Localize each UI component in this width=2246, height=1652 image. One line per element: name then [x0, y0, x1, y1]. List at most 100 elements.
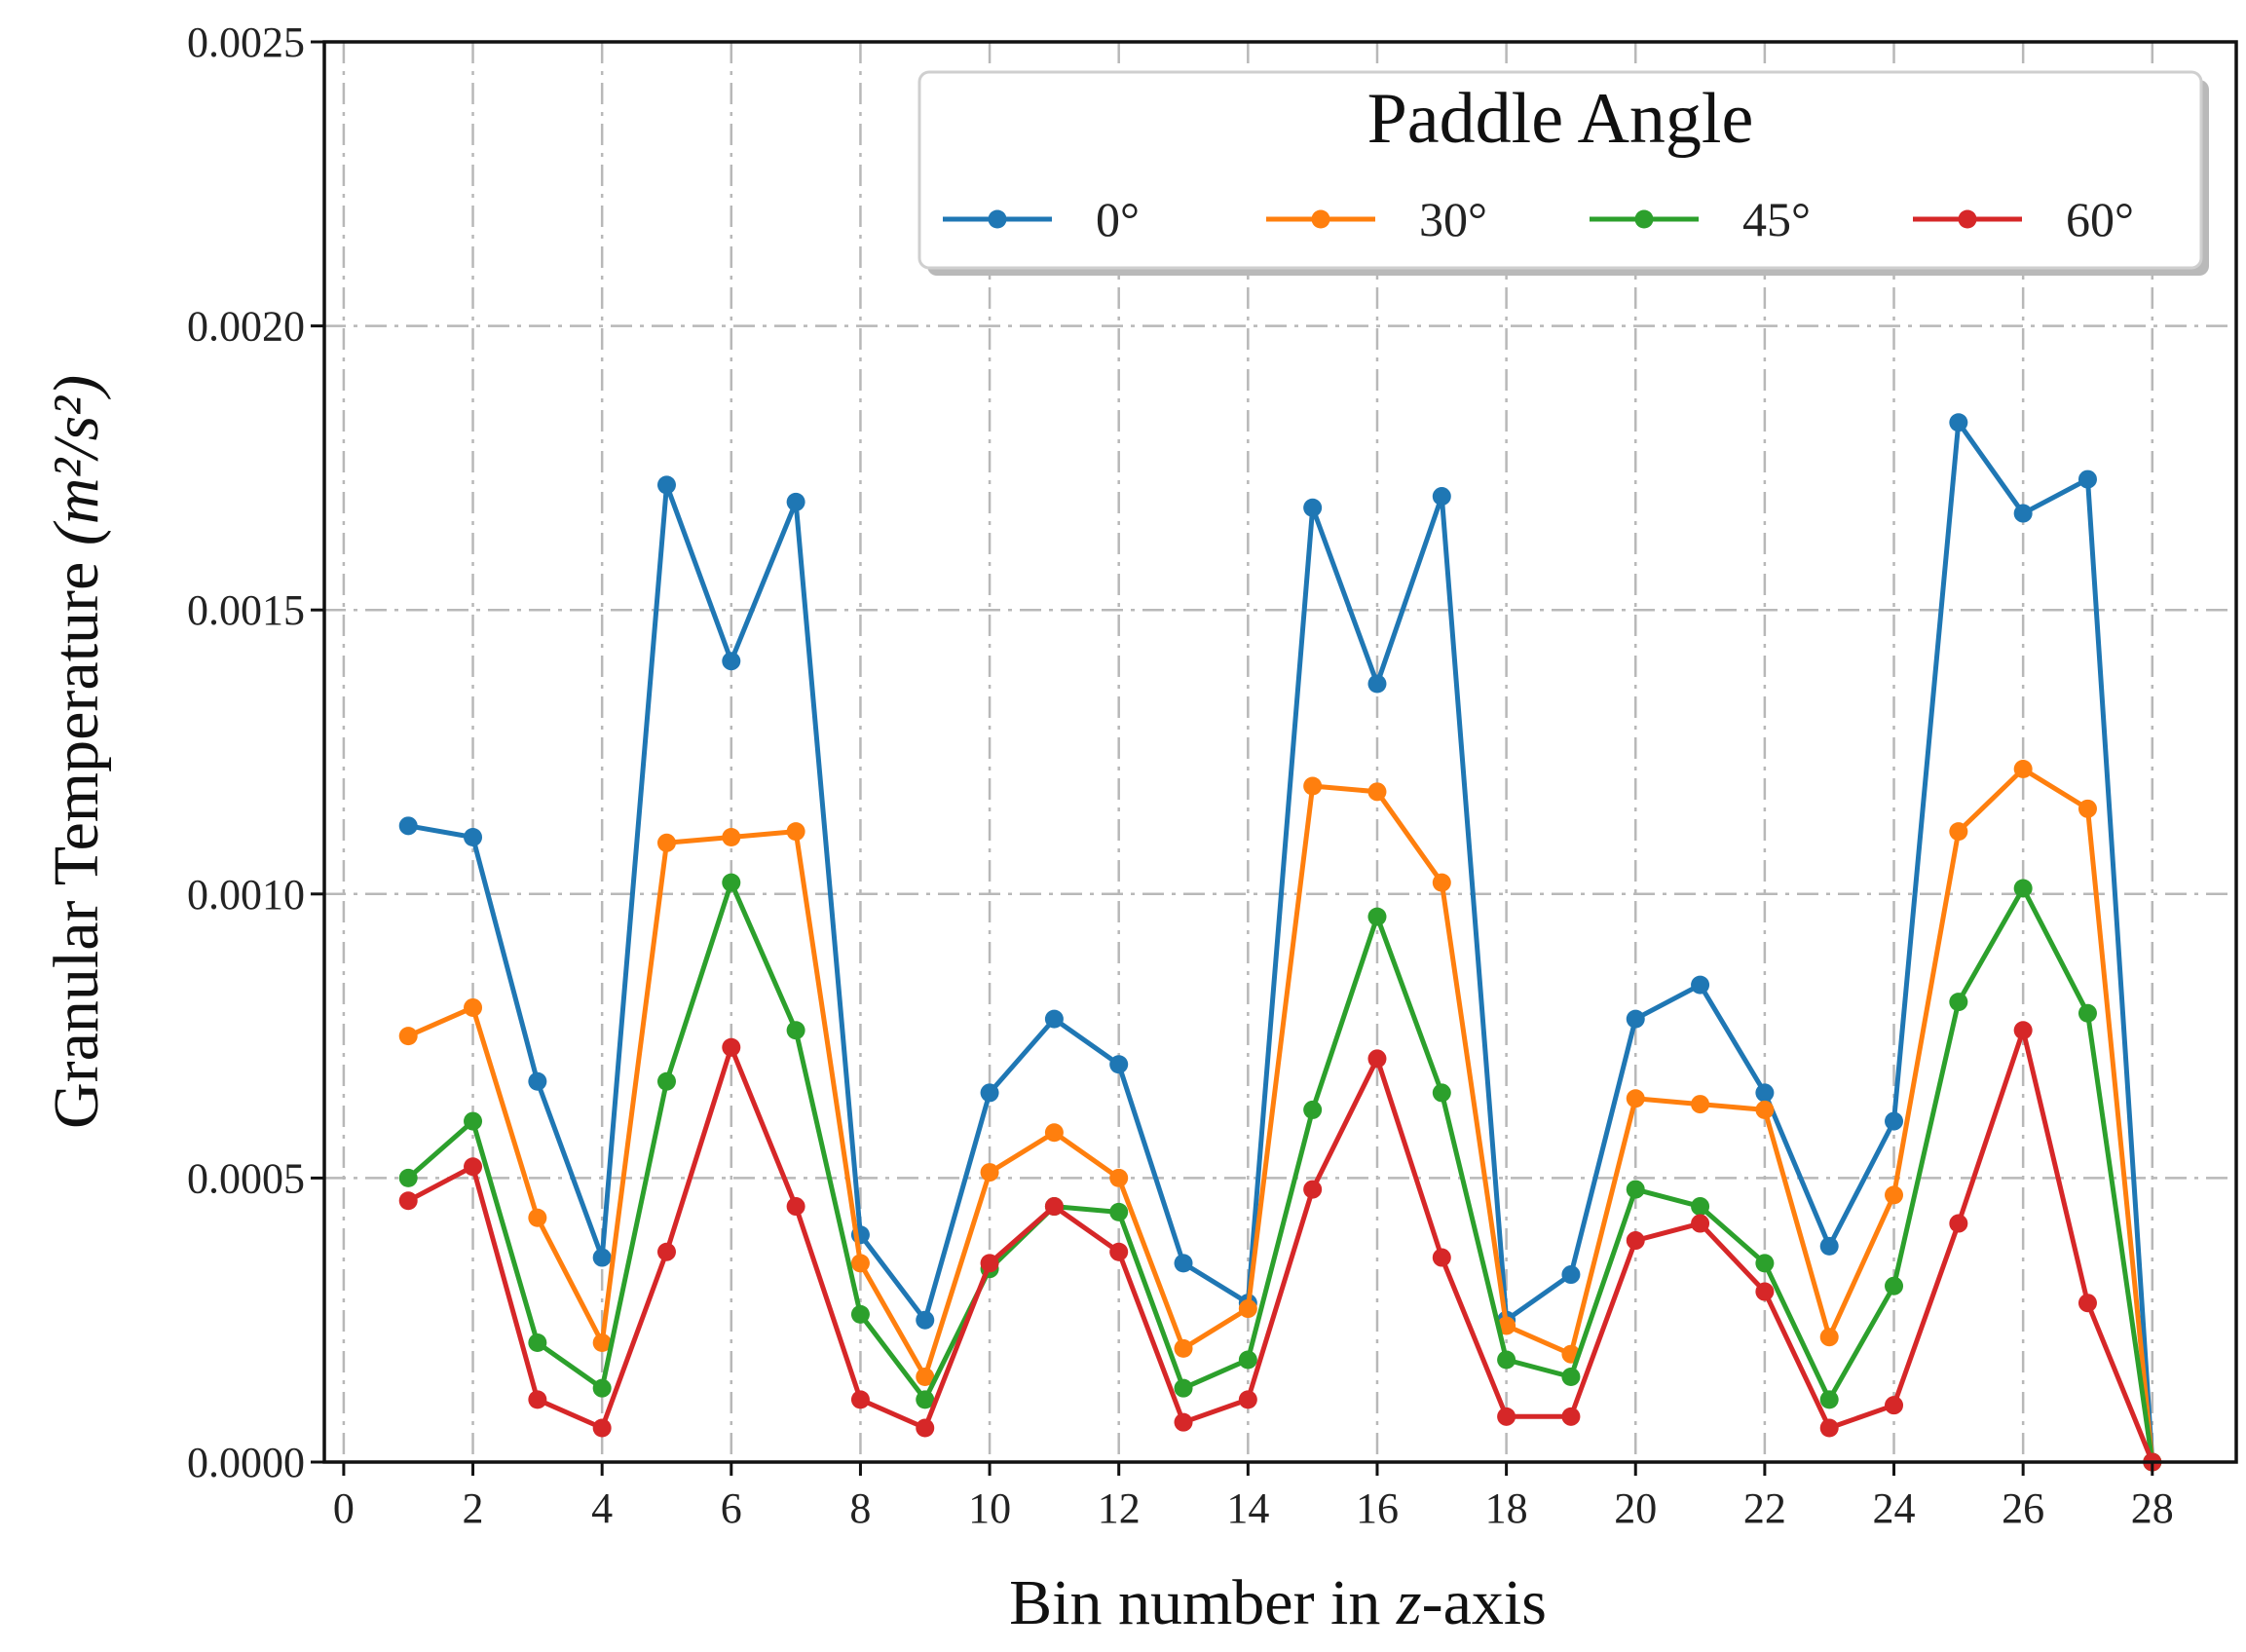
data-point [1174, 1254, 1193, 1273]
data-point [592, 1418, 612, 1438]
x-tick-label: 6 [721, 1484, 742, 1532]
data-point [1691, 1214, 1710, 1233]
data-point [2013, 1021, 2033, 1040]
data-point [1819, 1418, 1839, 1438]
data-point [722, 827, 741, 846]
data-point [1174, 1412, 1193, 1432]
legend-entry: 60° [1913, 192, 2134, 246]
data-point [916, 1368, 935, 1387]
data-point [916, 1310, 935, 1330]
data-point [2013, 759, 2033, 778]
legend-label: 60° [2066, 192, 2134, 246]
data-point [464, 997, 483, 1017]
data-point [398, 816, 418, 836]
data-point [464, 1157, 483, 1177]
series-0 [398, 413, 2162, 1472]
data-point [980, 1254, 999, 1273]
legend: Paddle Angle 0° 30° 45° 60° [917, 70, 2209, 276]
x-tick-label: 26 [2002, 1484, 2044, 1532]
legend-entries: 0° 30° 45° 60° [943, 192, 2134, 246]
x-tick-label: 16 [1356, 1484, 1399, 1532]
data-point [398, 1191, 418, 1211]
y-tick-label: 0.0020 [187, 303, 305, 351]
data-point [656, 475, 676, 495]
data-point [1885, 1276, 1904, 1295]
legend-swatch-marker [988, 209, 1007, 229]
x-tick-label: 8 [849, 1484, 871, 1532]
data-point [1497, 1407, 1516, 1426]
data-point [1691, 975, 1710, 995]
x-tick-label: 2 [463, 1484, 484, 1532]
plot-area-frame [322, 40, 2238, 1464]
data-point [656, 1071, 676, 1091]
data-point [980, 1083, 999, 1103]
data-point [1367, 674, 1387, 694]
data-point [656, 833, 676, 852]
data-point [1303, 776, 1323, 796]
data-point [1303, 1100, 1323, 1119]
x-tick-label: 10 [968, 1484, 1011, 1532]
data-point [592, 1378, 612, 1398]
data-point [1755, 1083, 1775, 1103]
series-1 [398, 759, 2162, 1472]
data-point [2078, 1003, 2097, 1023]
legend-entry: 30° [1266, 192, 1487, 246]
data-point [1691, 1197, 1710, 1217]
data-point [528, 1208, 547, 1227]
x-tick-label: 20 [1614, 1484, 1657, 1532]
data-point [1885, 1111, 1904, 1131]
data-point [916, 1418, 935, 1438]
data-point [1303, 1180, 1323, 1199]
data-point [1367, 1049, 1387, 1069]
data-point [528, 1390, 547, 1409]
data-point [2013, 504, 2033, 523]
data-point [1626, 1089, 1645, 1108]
data-point [1949, 822, 1968, 842]
data-point [1819, 1236, 1839, 1256]
data-point [398, 1168, 418, 1187]
data-point [786, 1021, 805, 1040]
data-point [850, 1304, 870, 1324]
data-point [1238, 1390, 1257, 1409]
data-point [1755, 1100, 1775, 1119]
legend-entry: 45° [1590, 192, 1811, 246]
series-line [407, 767, 2155, 1463]
data-point [2078, 469, 2097, 489]
legend-label: 45° [1742, 192, 1811, 246]
data-point [1819, 1328, 1839, 1347]
data-point [722, 1037, 741, 1057]
data-point [1885, 1185, 1904, 1205]
data-point [1561, 1368, 1581, 1387]
data-point [1303, 498, 1323, 517]
data-point [592, 1333, 612, 1353]
axis-ticks: 0 2 4 6 8 10 12 14 16 18 20 22 24 26 280.00000.00050.0… [187, 19, 2174, 1532]
data-point [528, 1333, 547, 1353]
data-point [722, 652, 741, 671]
x-tick-label: 4 [591, 1484, 613, 1532]
data-point [1626, 1231, 1645, 1251]
legend-swatch-marker [1958, 209, 1977, 229]
y-axis-title: Granular Temperature (m²/s²) [41, 375, 112, 1129]
x-axis-title: Bin number in z-axis [1009, 1567, 1547, 1638]
legend-entry: 0° [943, 192, 1140, 246]
data-point [1238, 1299, 1257, 1319]
x-tick-label: 18 [1485, 1484, 1528, 1532]
data-point [1626, 1009, 1645, 1029]
legend-swatch-marker [1311, 209, 1330, 229]
x-tick-label: 24 [1873, 1484, 1916, 1532]
legend-title: Paddle Angle [1367, 79, 1754, 159]
data-point [1561, 1407, 1581, 1426]
series-3 [398, 1021, 2162, 1472]
data-point [850, 1390, 870, 1409]
data-point [1949, 413, 1968, 432]
x-tick-label: 0 [333, 1484, 355, 1532]
legend-label: 0° [1096, 192, 1140, 246]
data-point [1044, 1197, 1064, 1217]
data-point [528, 1071, 547, 1091]
x-tick-label: 28 [2131, 1484, 2174, 1532]
x-tick-label: 14 [1226, 1484, 1269, 1532]
data-point [1432, 1248, 1451, 1267]
data-point [1885, 1396, 1904, 1415]
data-point [1432, 487, 1451, 507]
